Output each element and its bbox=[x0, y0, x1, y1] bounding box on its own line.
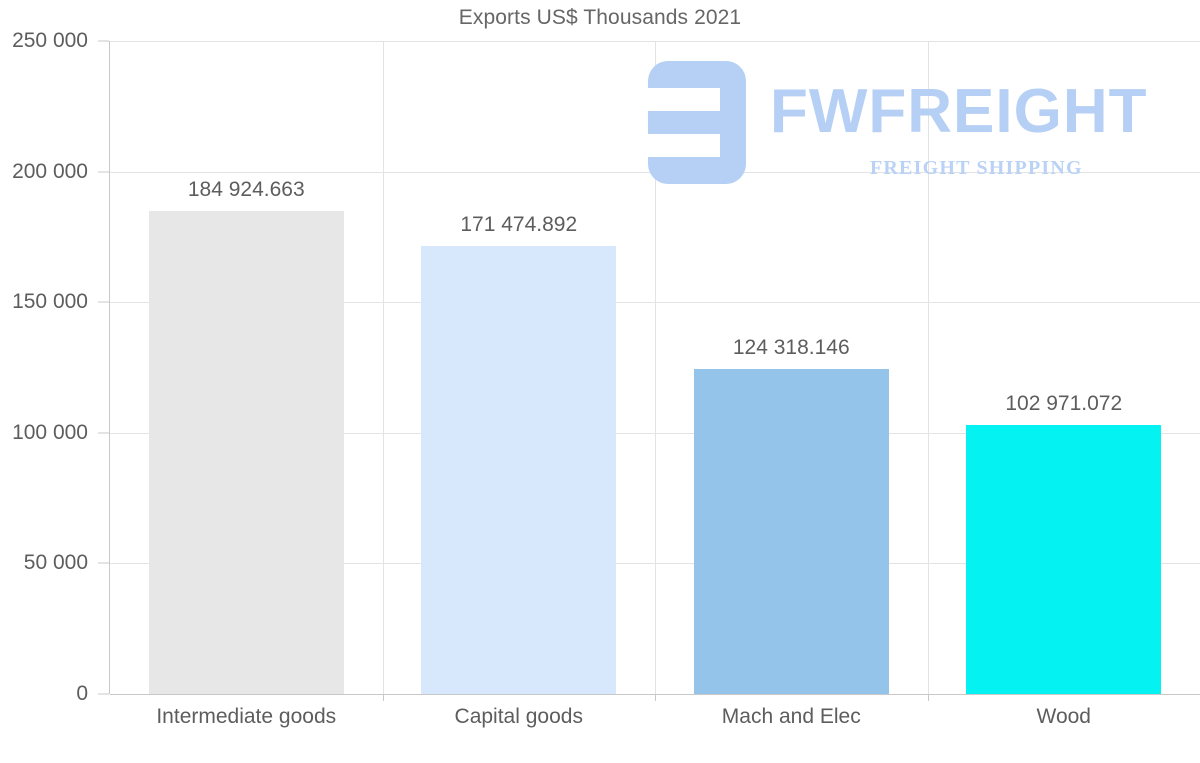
y-axis-tick-mark bbox=[98, 432, 109, 434]
category-separator bbox=[383, 41, 384, 694]
x-axis-tick-mark bbox=[655, 694, 656, 701]
bar[interactable] bbox=[421, 246, 617, 694]
y-axis-tick-label: 250 000 bbox=[12, 29, 88, 52]
bar-value-label: 184 924.663 bbox=[187, 177, 305, 201]
x-axis-tick-mark bbox=[383, 694, 384, 701]
y-axis-tick-mark bbox=[98, 562, 109, 564]
y-axis-tick-mark bbox=[98, 40, 109, 42]
bar[interactable] bbox=[693, 369, 889, 694]
y-axis-tick-label: 200 000 bbox=[12, 159, 88, 183]
bar-value-label: 102 971.072 bbox=[1005, 392, 1123, 416]
y-axis-tick-label: 50 000 bbox=[23, 551, 88, 575]
x-axis-tick-label: Intermediate goods bbox=[156, 705, 337, 728]
chart-title: Exports US$ Thousands 2021 bbox=[458, 6, 742, 29]
bar-value-label: 124 318.146 bbox=[732, 336, 850, 360]
plot-area bbox=[109, 41, 1200, 695]
y-axis-tick-label: 150 000 bbox=[12, 290, 88, 314]
bar-value-label: 171 474.892 bbox=[460, 213, 578, 237]
y-axis-tick-mark bbox=[98, 301, 109, 303]
category-separator bbox=[928, 41, 929, 694]
y-axis-tick-mark bbox=[98, 171, 109, 173]
x-axis-tick-label: Mach and Elec bbox=[721, 705, 861, 728]
y-axis-line bbox=[109, 41, 110, 694]
x-axis-tick-label: Capital goods bbox=[454, 705, 583, 728]
y-axis-tick-label: 100 000 bbox=[12, 420, 88, 444]
bar[interactable] bbox=[148, 210, 344, 694]
bar[interactable] bbox=[966, 425, 1162, 694]
y-axis-tick-label: 0 bbox=[76, 682, 88, 705]
x-axis-tick-label: Wood bbox=[1036, 705, 1091, 728]
x-axis-tick-mark bbox=[928, 694, 929, 701]
y-axis-tick-mark bbox=[98, 693, 109, 695]
category-separator bbox=[655, 41, 656, 694]
